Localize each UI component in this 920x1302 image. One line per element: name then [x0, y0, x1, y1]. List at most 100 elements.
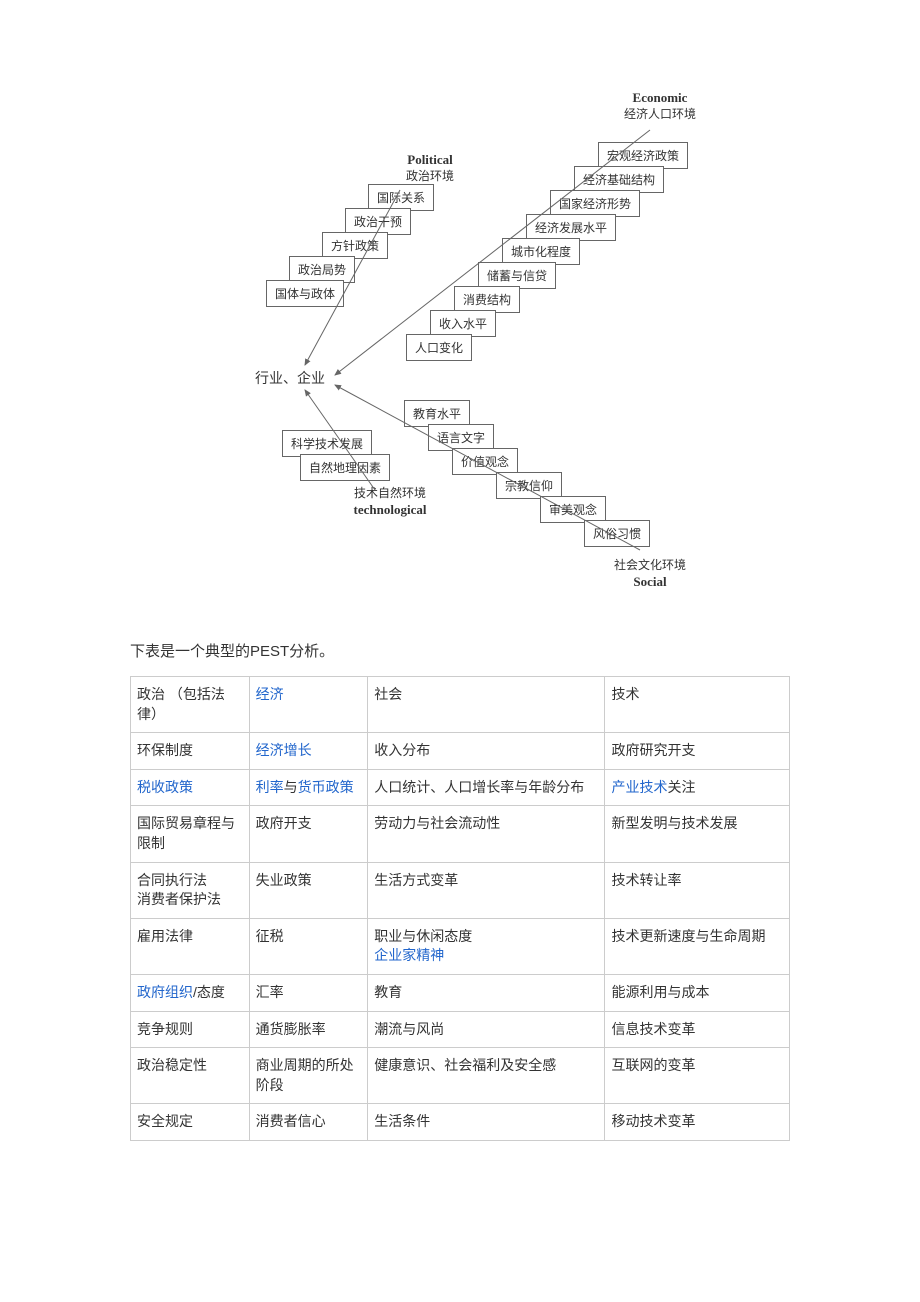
table-row: 环保制度经济增长 收入分布政府研究开支 — [131, 733, 790, 770]
cell-text: 竞争规则 — [137, 1021, 193, 1037]
table-cell: 政府研究开支 — [605, 733, 790, 770]
table-cell: 政府组织/态度 — [131, 974, 250, 1011]
table-cell: 合同执行法消费者保护法 — [131, 862, 250, 918]
intro-text: 下表是一个典型的PEST分析。 — [130, 640, 790, 661]
table-cell: 生活方式变革 — [368, 862, 605, 918]
cell-text: 安全规定 — [137, 1113, 193, 1129]
economic-en: Economic — [600, 90, 720, 107]
economic-item-5: 储蓄与信贷 — [478, 262, 556, 289]
cell-text: 与 — [284, 779, 298, 795]
social-item-1: 语言文字 — [428, 424, 494, 451]
table-cell: 职业与休闲态度企业家精神 — [368, 918, 605, 974]
political-zh: 政治环境 — [380, 169, 480, 185]
cell-text: 人口统计、人口增长率与年龄分布 — [374, 779, 584, 795]
cell-text: 消费者信心 — [256, 1113, 326, 1129]
economic-item-3: 经济发展水平 — [526, 214, 616, 241]
cell-text: 互联网的变革 — [611, 1057, 695, 1073]
cell-text: 政府开支 — [256, 815, 312, 831]
cell-text: 生活条件 — [374, 1113, 430, 1129]
table-cell: 汇率 — [249, 974, 368, 1011]
political-item-2: 方针政策 — [322, 232, 388, 259]
economic-item-2: 国家经济形势 — [550, 190, 640, 217]
table-cell: 竞争规则 — [131, 1011, 250, 1048]
table-cell: 环保制度 — [131, 733, 250, 770]
tech-zh: 技术自然环境 — [330, 486, 450, 502]
cell-text: 政府研究开支 — [611, 742, 695, 758]
economic-item-6: 消费结构 — [454, 286, 520, 313]
social-zh: 社会文化环境 — [590, 558, 710, 574]
political-label: Political 政治环境 — [380, 152, 480, 184]
table-cell: 收入分布 — [368, 733, 605, 770]
cell-text: 政治 （包括法律） — [137, 686, 225, 722]
economic-item-0: 宏观经济政策 — [598, 142, 688, 169]
table-cell: 新型发明与技术发展 — [605, 806, 790, 862]
political-item-4: 国体与政体 — [266, 280, 344, 307]
cell-text: 潮流与风尚 — [374, 1021, 444, 1037]
link-text[interactable]: 货币政策 — [298, 779, 354, 795]
cell-text: 生活方式变革 — [374, 872, 458, 888]
cell-text: 技术转让率 — [611, 872, 681, 888]
cell-text: /态度 — [193, 984, 225, 1000]
social-item-5: 风俗习惯 — [584, 520, 650, 547]
cell-text: 消费者保护法 — [137, 891, 221, 907]
table-header-cell: 经济 — [249, 677, 368, 733]
cell-text: 劳动力与社会流动性 — [374, 815, 500, 831]
table-cell: 政府开支 — [249, 806, 368, 862]
table-cell: 劳动力与社会流动性 — [368, 806, 605, 862]
economic-item-1: 经济基础结构 — [574, 166, 664, 193]
table-header-cell: 政治 （包括法律） — [131, 677, 250, 733]
table-cell: 健康意识、社会福利及安全感 — [368, 1048, 605, 1104]
table-cell: 利率与货币政策 — [249, 769, 368, 806]
table-row: 政治稳定性商业周期的所处阶段健康意识、社会福利及安全感 互联网的变革 — [131, 1048, 790, 1104]
cell-text: 通货膨胀率 — [256, 1021, 326, 1037]
cell-text: 技术更新速度与生命周期 — [611, 928, 765, 944]
tech-en: technological — [330, 502, 450, 519]
table-cell: 移动技术变革 — [605, 1104, 790, 1141]
link-text[interactable]: 经济 — [256, 686, 284, 702]
table-cell: 能源利用与成本 — [605, 974, 790, 1011]
social-item-0: 教育水平 — [404, 400, 470, 427]
table-cell: 商业周期的所处阶段 — [249, 1048, 368, 1104]
table-cell: 征税 — [249, 918, 368, 974]
cell-text: 合同执行法 — [137, 872, 207, 888]
link-text[interactable]: 产业技术 — [611, 779, 667, 795]
cell-text: 雇用法律 — [137, 928, 193, 944]
cell-text: 职业与休闲态度 — [374, 928, 472, 944]
cell-text: 征税 — [256, 928, 284, 944]
table-cell: 通货膨胀率 — [249, 1011, 368, 1048]
link-text[interactable]: 经济增长 — [256, 742, 312, 758]
table-cell: 产业技术关注 — [605, 769, 790, 806]
table-row: 竞争规则 通货膨胀率 潮流与风尚 信息技术变革 — [131, 1011, 790, 1048]
table-row: 安全规定 消费者信心 生活条件 移动技术变革 — [131, 1104, 790, 1141]
table-row: 税收政策利率与货币政策人口统计、人口增长率与年龄分布产业技术关注 — [131, 769, 790, 806]
table-cell: 技术转让率 — [605, 862, 790, 918]
tech-item-0: 科学技术发展 — [282, 430, 372, 457]
cell-text: 新型发明与技术发展 — [611, 815, 737, 831]
table-cell: 消费者信心 — [249, 1104, 368, 1141]
link-text[interactable]: 利率 — [256, 779, 284, 795]
political-item-1: 政治干预 — [345, 208, 411, 235]
political-item-0: 国际关系 — [368, 184, 434, 211]
cell-text: 汇率 — [256, 984, 284, 1000]
table-cell: 政治稳定性 — [131, 1048, 250, 1104]
cell-text: 健康意识、社会福利及安全感 — [374, 1057, 556, 1073]
table-header-cell: 社会 — [368, 677, 605, 733]
link-text[interactable]: 税收政策 — [137, 779, 193, 795]
table-cell: 生活条件 — [368, 1104, 605, 1141]
table-cell: 信息技术变革 — [605, 1011, 790, 1048]
table-cell: 技术更新速度与生命周期 — [605, 918, 790, 974]
cell-text: 信息技术变革 — [611, 1021, 695, 1037]
cell-text: 能源利用与成本 — [611, 984, 709, 1000]
link-text[interactable]: 政府组织 — [137, 984, 193, 1000]
table-cell: 经济增长 — [249, 733, 368, 770]
economic-item-4: 城市化程度 — [502, 238, 580, 265]
table-cell: 失业政策 — [249, 862, 368, 918]
table-cell: 人口统计、人口增长率与年龄分布 — [368, 769, 605, 806]
social-label: 社会文化环境 Social — [590, 558, 710, 590]
table-cell: 税收政策 — [131, 769, 250, 806]
social-en: Social — [590, 574, 710, 591]
link-text[interactable]: 企业家精神 — [374, 947, 444, 963]
cell-text: 社会 — [374, 686, 402, 702]
table-row: 合同执行法消费者保护法失业政策生活方式变革技术转让率 — [131, 862, 790, 918]
cell-text: 教育 — [374, 984, 402, 1000]
